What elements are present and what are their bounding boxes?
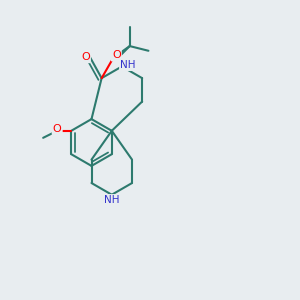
Text: NH: NH (120, 60, 136, 70)
Text: NH: NH (104, 195, 119, 205)
Text: O: O (53, 124, 62, 134)
Text: O: O (81, 52, 90, 62)
Text: O: O (112, 50, 121, 60)
